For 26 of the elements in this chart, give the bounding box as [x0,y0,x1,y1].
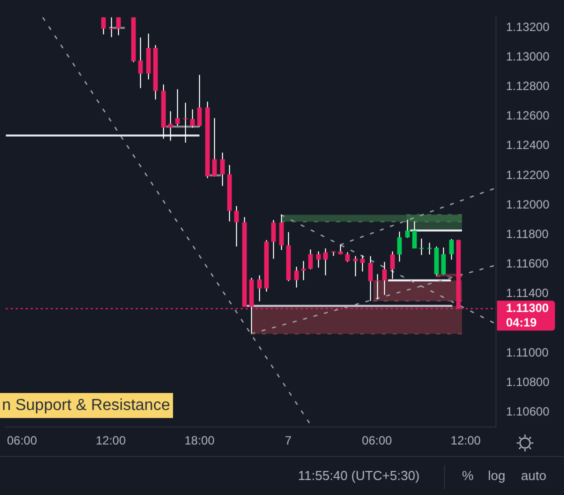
y-tick-label: 1.12600 [506,108,550,123]
x-tick-label: 12:00 [96,434,126,448]
x-tick-label: 06:00 [362,434,392,448]
y-tick-label: 1.12000 [506,197,550,212]
y-tick-label: 1.11800 [506,226,549,241]
y-tick-label: 1.13200 [506,20,550,34]
x-tick-label: 18:00 [184,434,215,448]
y-tick-label: 1.11000 [506,345,549,360]
annotation: n Support & Resistance [0,393,174,418]
y-tick-label: 1.12800 [506,79,550,94]
x-tick-label: 06:00 [7,434,38,448]
text: 04:19 [506,315,538,330]
y-tick-label: 1.10600 [506,404,550,419]
y-tick-label: 1.11400 [506,286,549,300]
y-tick-label: 1.12400 [506,138,550,152]
y-tick-label: 1.10800 [506,374,550,389]
x-tick-label: 12:00 [450,434,482,448]
x-tick-label: 7 [284,434,292,448]
text: % [462,468,474,484]
y-tick-label: 1.12200 [506,168,550,182]
y-tick-label: 1.11600 [506,256,549,271]
text: auto [521,468,546,484]
y-tick-label: 1.13000 [506,49,550,64]
text: 11:55:40 (UTC+5:30) [298,468,420,484]
text: log [488,468,506,484]
ref-line-label: 1.11300 [506,300,550,315]
